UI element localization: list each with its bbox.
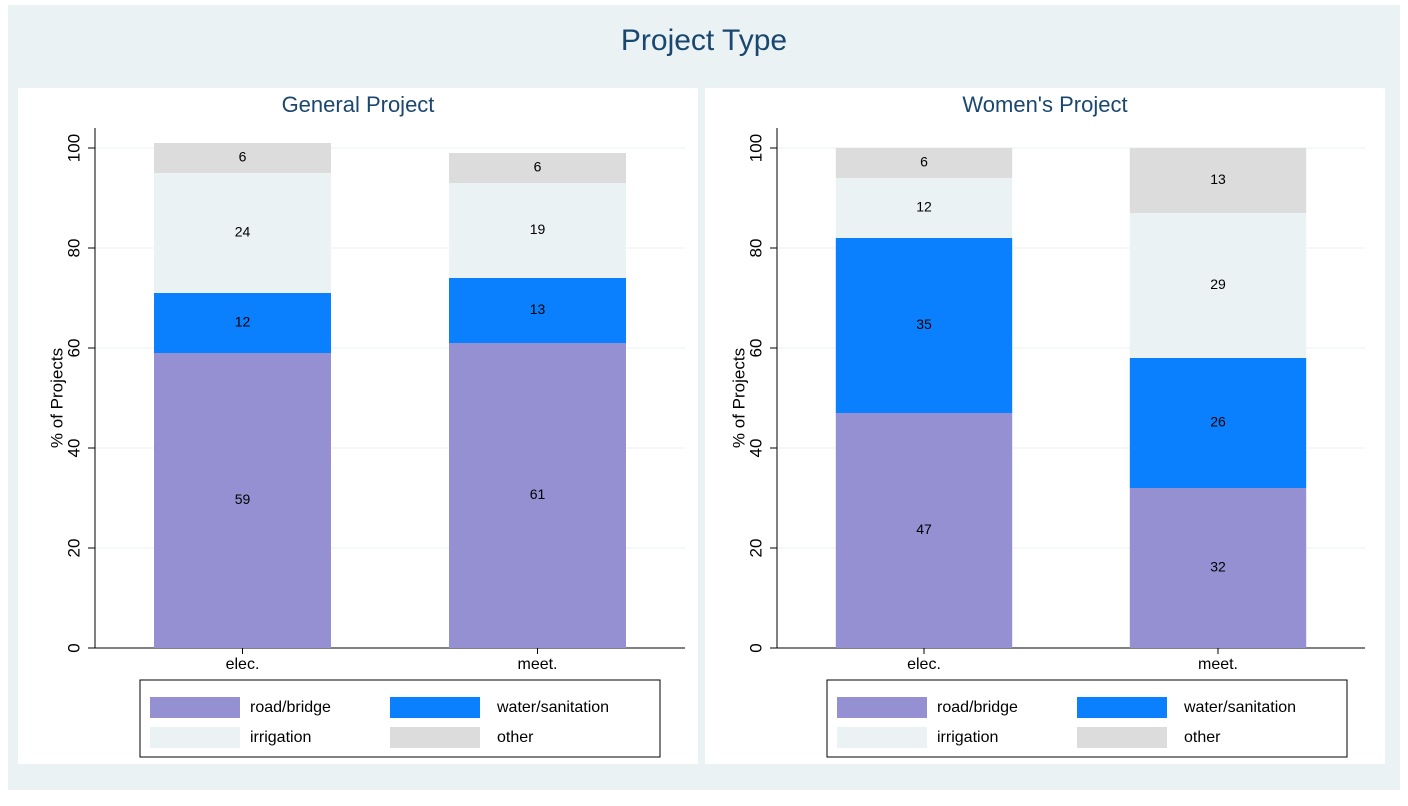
legend-swatch (150, 727, 240, 748)
legend-label: other (497, 729, 534, 746)
legend-label: road/bridge (250, 699, 331, 716)
bar-segment (1129, 213, 1307, 358)
data-label: 6 (239, 149, 247, 165)
panel-title: General Project (282, 92, 435, 117)
legend-label: water/sanitation (1183, 699, 1296, 716)
y-tick-label: 20 (64, 539, 83, 558)
y-tick-label: 60 (64, 339, 83, 358)
y-axis-label: % of Projects (729, 348, 748, 448)
y-tick-label: 80 (746, 239, 765, 258)
y-tick-label: 100 (746, 134, 765, 162)
y-tick-label: 0 (64, 643, 83, 652)
data-label: 47 (916, 521, 932, 537)
data-label: 32 (1210, 559, 1226, 575)
y-tick-label: 80 (64, 239, 83, 258)
y-tick-label: 20 (746, 539, 765, 558)
legend-label: water/sanitation (496, 699, 609, 716)
figure-title: Project Type (621, 24, 787, 57)
y-tick-label: 100 (64, 134, 83, 162)
data-label: 19 (530, 221, 546, 237)
legend-label: road/bridge (937, 699, 1018, 716)
bar-segment (449, 153, 626, 183)
bar-segment (154, 353, 331, 648)
legend-swatch (150, 697, 240, 718)
data-label: 35 (916, 316, 932, 332)
legend-swatch (837, 697, 927, 718)
bar-segment (1129, 488, 1307, 648)
bar-segment (449, 278, 626, 343)
legend-label: irrigation (250, 729, 311, 746)
bar-segment (1129, 358, 1307, 488)
legend-swatch (837, 727, 927, 748)
x-tick-label: meet. (1198, 656, 1238, 673)
legend-label: irrigation (937, 729, 998, 746)
bar-segment (154, 143, 331, 173)
bar-segment (835, 413, 1013, 648)
legend-swatch (1077, 697, 1167, 718)
legend-swatch (1077, 727, 1167, 748)
data-label: 13 (530, 301, 546, 317)
data-label: 29 (1210, 276, 1226, 292)
y-tick-label: 0 (746, 643, 765, 652)
data-label: 13 (1210, 171, 1226, 187)
x-tick-label: meet. (517, 656, 557, 673)
bar-segment (835, 178, 1013, 238)
data-label: 61 (530, 486, 546, 502)
data-label: 12 (916, 199, 932, 215)
y-tick-label: 40 (64, 439, 83, 458)
y-axis-label: % of Projects (47, 348, 66, 448)
legend-label: other (1184, 729, 1221, 746)
bar-segment (449, 183, 626, 278)
data-label: 26 (1210, 414, 1226, 430)
legend-swatch (390, 697, 480, 718)
data-label: 12 (235, 314, 251, 330)
bar-segment (154, 173, 331, 293)
data-label: 6 (534, 159, 542, 175)
data-label: 6 (920, 154, 928, 170)
bar-segment (449, 343, 626, 648)
bar-segment (835, 148, 1013, 178)
panel-title: Women's Project (962, 92, 1127, 117)
y-tick-label: 60 (746, 339, 765, 358)
legend-swatch (390, 727, 480, 748)
data-label: 59 (235, 491, 251, 507)
y-tick-label: 40 (746, 439, 765, 458)
bar-segment (835, 238, 1013, 413)
x-tick-label: elec. (907, 656, 941, 673)
bar-segment (1129, 148, 1307, 213)
bar-segment (154, 293, 331, 353)
x-tick-label: elec. (226, 656, 260, 673)
data-label: 24 (235, 224, 251, 240)
